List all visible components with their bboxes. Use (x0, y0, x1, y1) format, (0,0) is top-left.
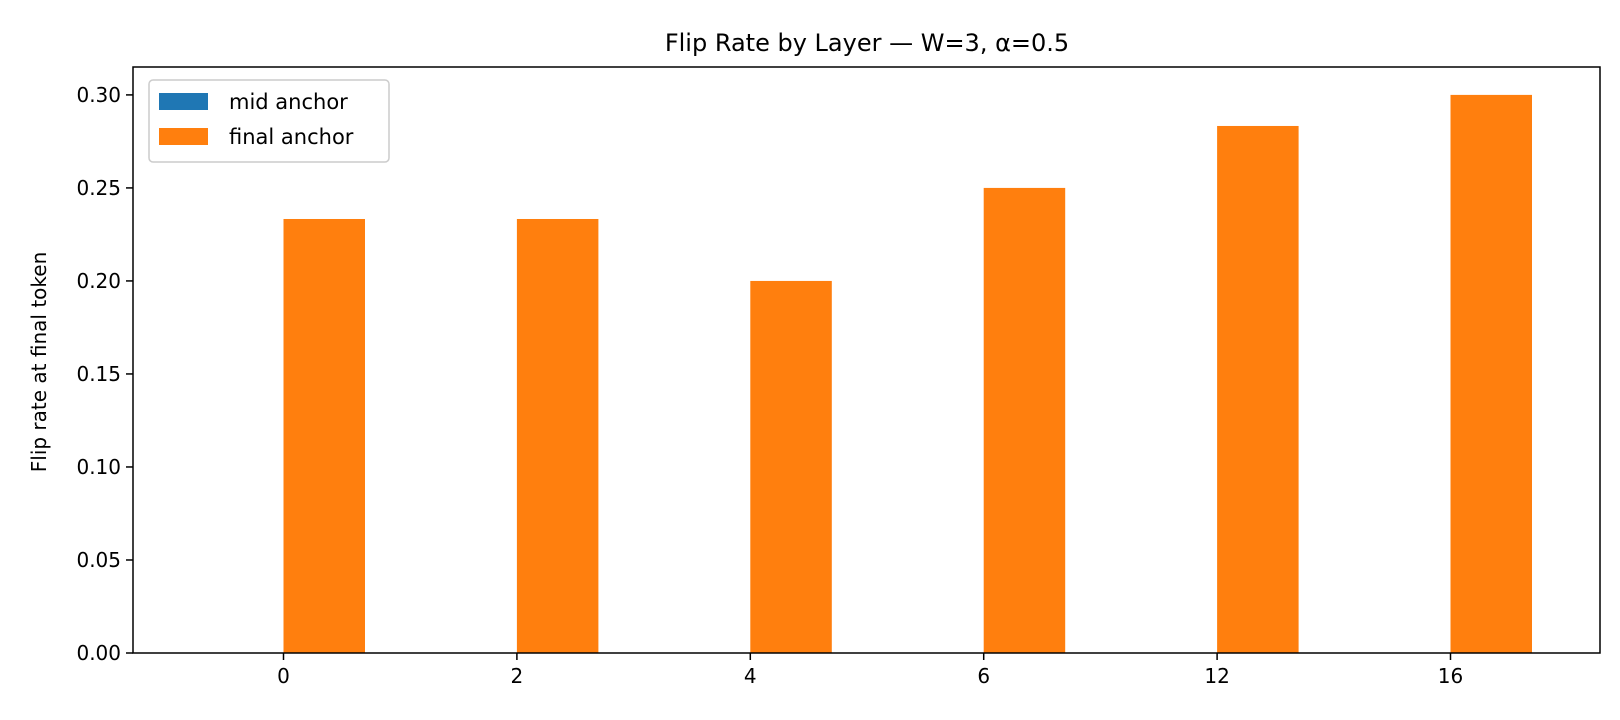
y-tick-label: 0.25 (76, 176, 121, 200)
bar-final-anchor-2 (516, 218, 599, 654)
bar-final-anchor-0 (283, 218, 365, 654)
x-axis-ticks: 0 2 4 6 12 16 (277, 653, 1463, 688)
x-tick-label: 0 (277, 664, 290, 688)
legend-label-final-anchor: final anchor (229, 125, 354, 149)
legend-swatch-final-anchor (159, 128, 208, 145)
bar-final-anchor-4 (750, 280, 832, 653)
x-tick-label: 2 (511, 664, 524, 688)
y-tick-label: 0.00 (76, 641, 121, 665)
y-tick-label: 0.30 (76, 83, 121, 107)
bar-final-anchor-12 (1217, 125, 1299, 654)
x-tick-label: 4 (744, 664, 757, 688)
legend-label-mid-anchor: mid anchor (229, 90, 348, 114)
y-axis-label: Flip rate at final token (27, 252, 51, 472)
x-tick-label: 16 (1438, 664, 1463, 688)
y-tick-label: 0.15 (76, 362, 121, 386)
y-tick-label: 0.10 (76, 455, 121, 479)
x-tick-label: 12 (1204, 664, 1229, 688)
bar-final-anchor-6 (983, 187, 1066, 654)
chart-title: Flip Rate by Layer — W=3, α=0.5 (665, 29, 1069, 57)
x-tick-label: 6 (977, 664, 990, 688)
y-axis-ticks: 0.00 0.05 0.10 0.15 0.20 0.25 0.30 (76, 83, 133, 665)
y-tick-label: 0.05 (76, 548, 121, 572)
legend-box (148, 79, 390, 163)
bars-group (283, 94, 1532, 654)
bar-final-anchor-16 (1450, 94, 1532, 653)
plot-frame (132, 66, 1601, 654)
y-tick-label: 0.20 (76, 269, 121, 293)
legend-swatch-mid-anchor (159, 93, 208, 110)
legend: mid anchor final anchor (148, 79, 390, 163)
